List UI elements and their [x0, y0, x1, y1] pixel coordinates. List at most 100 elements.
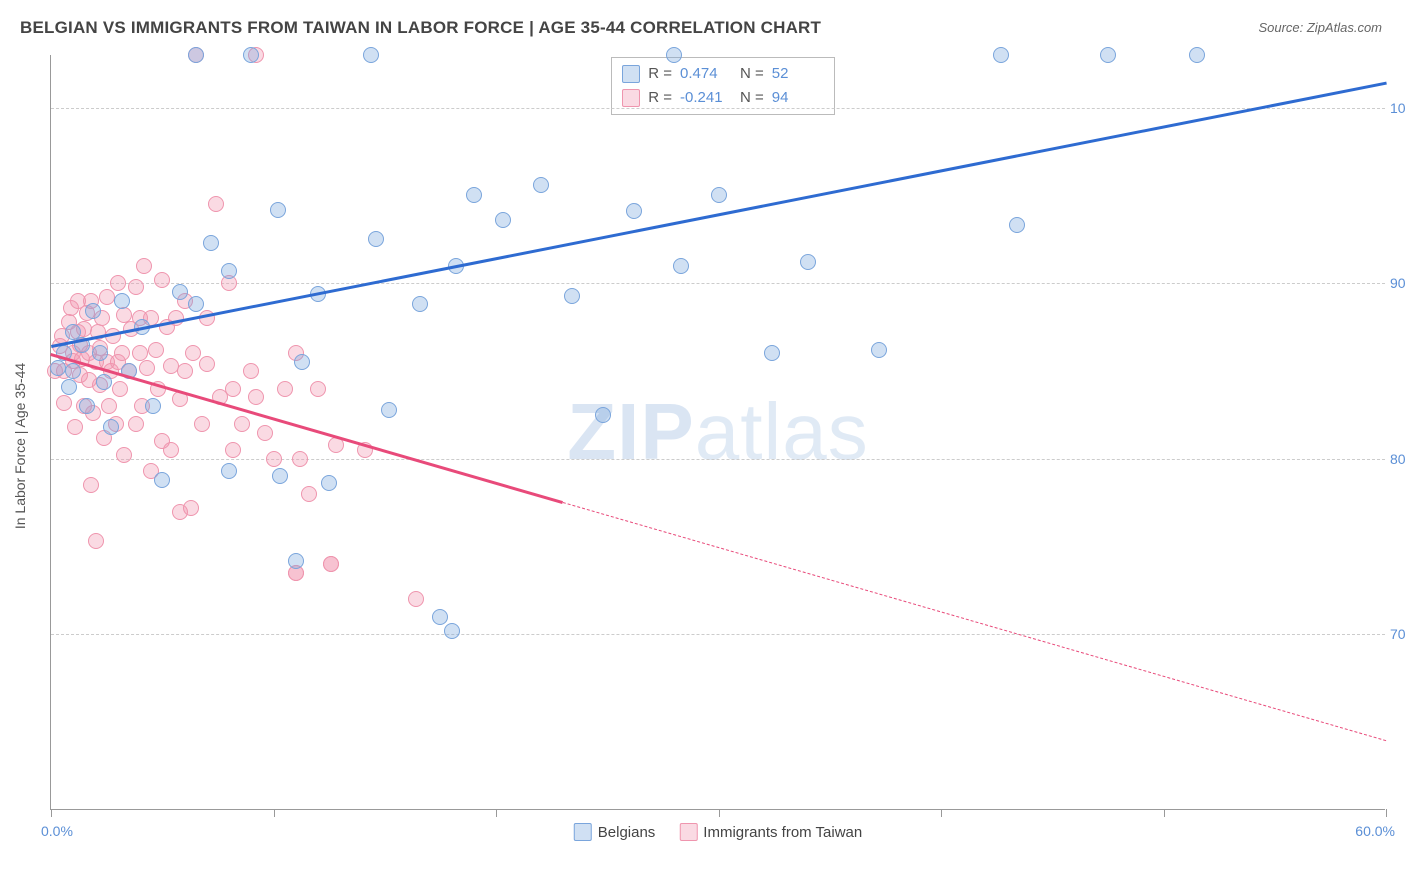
scatter-point	[871, 342, 887, 358]
scatter-point	[248, 389, 264, 405]
n-value-1: 52	[772, 62, 824, 86]
scatter-point	[194, 416, 210, 432]
y-tick-label: 80.0%	[1390, 451, 1406, 467]
gridline	[51, 459, 1385, 460]
x-axis-max-label: 60.0%	[1355, 823, 1395, 839]
scatter-point	[368, 231, 384, 247]
scatter-point	[114, 345, 130, 361]
scatter-point	[408, 591, 424, 607]
scatter-point	[381, 402, 397, 418]
plot-area: ZIPatlas R = 0.474 N = 52 R = -0.241 N =…	[50, 55, 1385, 810]
scatter-point	[88, 533, 104, 549]
scatter-point	[225, 381, 241, 397]
scatter-point	[711, 187, 727, 203]
scatter-point	[243, 363, 259, 379]
scatter-point	[148, 342, 164, 358]
scatter-point	[92, 345, 108, 361]
scatter-point	[128, 416, 144, 432]
chart-title: BELGIAN VS IMMIGRANTS FROM TAIWAN IN LAB…	[20, 18, 821, 38]
stat-label: N =	[740, 86, 764, 110]
source-attribution: Source: ZipAtlas.com	[1258, 20, 1382, 35]
n-value-2: 94	[772, 86, 824, 110]
x-axis-min-label: 0.0%	[41, 823, 73, 839]
scatter-point	[96, 374, 112, 390]
scatter-point	[234, 416, 250, 432]
scatter-point	[764, 345, 780, 361]
gridline	[51, 108, 1385, 109]
scatter-point	[99, 289, 115, 305]
legend-label-2: Immigrants from Taiwan	[703, 824, 862, 841]
x-tick	[274, 809, 275, 817]
stat-label: N =	[740, 62, 764, 86]
scatter-point	[172, 284, 188, 300]
scatter-point	[466, 187, 482, 203]
gridline	[51, 634, 1385, 635]
scatter-point	[495, 212, 511, 228]
scatter-point	[626, 203, 642, 219]
trend-line	[50, 353, 563, 504]
x-tick	[719, 809, 720, 817]
scatter-point	[323, 556, 339, 572]
legend-stats-row: R = 0.474 N = 52	[622, 62, 824, 86]
scatter-point	[136, 258, 152, 274]
scatter-point	[221, 263, 237, 279]
scatter-point	[277, 381, 293, 397]
scatter-point	[65, 363, 81, 379]
scatter-point	[139, 360, 155, 376]
scatter-point	[363, 47, 379, 63]
scatter-point	[145, 398, 161, 414]
scatter-point	[270, 202, 286, 218]
watermark-text-light: atlas	[695, 387, 869, 476]
scatter-point	[79, 398, 95, 414]
series1-swatch	[622, 65, 640, 83]
legend-stats-box: R = 0.474 N = 52 R = -0.241 N = 94	[611, 57, 835, 115]
scatter-point	[61, 379, 77, 395]
scatter-point	[85, 303, 101, 319]
scatter-point	[177, 363, 193, 379]
scatter-point	[301, 486, 317, 502]
scatter-point	[221, 463, 237, 479]
scatter-point	[288, 553, 304, 569]
legend-item: Immigrants from Taiwan	[679, 823, 862, 841]
legend-label-1: Belgians	[598, 824, 656, 841]
gridline	[51, 283, 1385, 284]
legend-item: Belgians	[574, 823, 656, 841]
stat-label: R =	[648, 86, 672, 110]
r-value-2: -0.241	[680, 86, 732, 110]
scatter-point	[432, 609, 448, 625]
scatter-point	[266, 451, 282, 467]
scatter-point	[56, 395, 72, 411]
scatter-point	[183, 500, 199, 516]
x-tick	[941, 809, 942, 817]
scatter-point	[673, 258, 689, 274]
scatter-point	[199, 356, 215, 372]
scatter-point	[321, 475, 337, 491]
scatter-point	[154, 272, 170, 288]
scatter-point	[188, 47, 204, 63]
scatter-point	[83, 477, 99, 493]
scatter-point	[116, 447, 132, 463]
scatter-point	[564, 288, 580, 304]
scatter-point	[533, 177, 549, 193]
scatter-point	[1189, 47, 1205, 63]
watermark: ZIPatlas	[567, 386, 868, 478]
y-tick-label: 90.0%	[1390, 275, 1406, 291]
scatter-point	[101, 398, 117, 414]
scatter-point	[800, 254, 816, 270]
scatter-point	[272, 468, 288, 484]
scatter-point	[188, 296, 204, 312]
scatter-point	[103, 419, 119, 435]
r-value-1: 0.474	[680, 62, 732, 86]
scatter-point	[163, 442, 179, 458]
scatter-point	[444, 623, 460, 639]
x-tick	[496, 809, 497, 817]
x-tick	[1386, 809, 1387, 817]
series2-swatch	[622, 89, 640, 107]
scatter-point	[412, 296, 428, 312]
x-tick	[51, 809, 52, 817]
scatter-point	[257, 425, 273, 441]
scatter-point	[1009, 217, 1025, 233]
chart-container: BELGIAN VS IMMIGRANTS FROM TAIWAN IN LAB…	[0, 0, 1406, 892]
scatter-point	[993, 47, 1009, 63]
y-tick-label: 70.0%	[1390, 626, 1406, 642]
